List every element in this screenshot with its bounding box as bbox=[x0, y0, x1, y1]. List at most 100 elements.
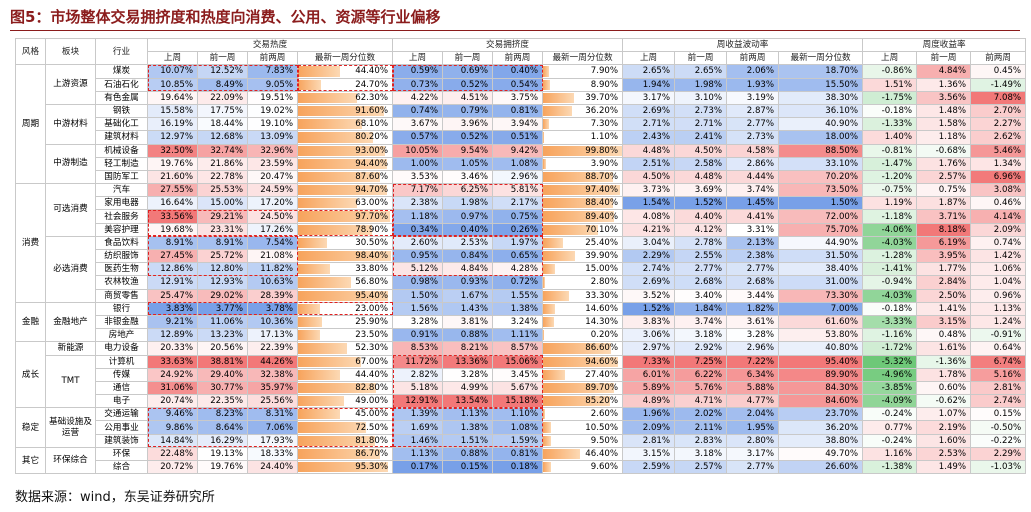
value-cell: 2.38% bbox=[392, 196, 444, 211]
data-row: 中游材料 钢铁 15.58% 17.75% 19.02% 91.60% 0.74% 0.79%… bbox=[16, 103, 1027, 145]
value-cell: 4.58% bbox=[726, 143, 780, 158]
percentile-cell: 97.40% bbox=[542, 183, 624, 198]
column-header: 前两周 bbox=[970, 51, 1027, 66]
group-header: 周度收益率 bbox=[862, 37, 1027, 53]
percentile-bar bbox=[543, 171, 614, 183]
data-row: 建筑材料 12.97% 12.68% 13.09% 80.20% 0.57% 0.52% 0.… bbox=[16, 130, 1027, 145]
value-cell: 4.51% bbox=[442, 90, 494, 105]
value-cell: 2.13% bbox=[726, 235, 780, 251]
percentile-bar bbox=[543, 448, 580, 459]
percentile-bar bbox=[543, 343, 612, 354]
value-cell: 2.09% bbox=[970, 222, 1027, 237]
percentile-bar bbox=[298, 145, 386, 156]
percentile-cell: 9.60% bbox=[542, 459, 624, 475]
sector-cell: 可选消费 bbox=[45, 183, 96, 237]
value-cell: 1.18% bbox=[392, 209, 444, 224]
value-cell: 0.69% bbox=[442, 64, 494, 79]
value-cell: 24.92% bbox=[147, 367, 198, 382]
percentile-bar bbox=[298, 132, 374, 143]
percentile-cell: 97.70% bbox=[296, 209, 394, 224]
value-cell: 2.43% bbox=[622, 130, 676, 145]
value-cell: 2.69% bbox=[622, 275, 676, 290]
cell-value: 93.00% bbox=[355, 145, 389, 156]
value-cell: 23.31% bbox=[197, 222, 248, 237]
percentile-bar bbox=[298, 409, 341, 420]
data-row: 基础化工 16.19% 18.44% 19.10% 68.10% 3.67% 3.96% 3.… bbox=[16, 117, 1027, 132]
data-row: 必选消费 食品饮料 8.91% 8.91% 7.54% 30.50% 2.60% 2.53% 1… bbox=[16, 235, 1027, 303]
value-cell: 5.76% bbox=[674, 380, 728, 396]
cell-value: 85.20% bbox=[585, 396, 619, 407]
value-cell: 20.47% bbox=[247, 169, 298, 185]
value-cell: 73.30% bbox=[778, 288, 864, 303]
value-cell: 0.97% bbox=[442, 209, 494, 224]
value-cell: 44.26% bbox=[247, 354, 298, 369]
cell-value: 67.00% bbox=[355, 356, 389, 367]
industry-cell: 电力设备 bbox=[95, 341, 148, 356]
percentile-bar bbox=[298, 422, 367, 433]
cell-value: 39.70% bbox=[585, 92, 619, 103]
value-cell: 3.46% bbox=[442, 169, 494, 185]
value-cell: 2.58% bbox=[674, 156, 728, 171]
value-cell: 3.17% bbox=[622, 90, 676, 105]
style-cell: 金融 bbox=[15, 301, 46, 343]
percentile-bar bbox=[543, 316, 555, 328]
percentile-bar bbox=[543, 356, 618, 367]
value-cell: 22.39% bbox=[247, 341, 298, 356]
value-cell: 12.80% bbox=[197, 262, 248, 277]
value-cell: 2.73% bbox=[674, 103, 728, 119]
value-cell: 32.38% bbox=[247, 367, 298, 382]
percentile-cell: 8.90% bbox=[542, 77, 624, 92]
cell-value: 14.60% bbox=[585, 303, 619, 314]
percentile-cell: 9.50% bbox=[542, 433, 624, 448]
value-cell: 11.82% bbox=[247, 262, 298, 277]
cell-value: 36.20% bbox=[585, 106, 619, 117]
value-cell: -0.62% bbox=[916, 394, 972, 409]
group-header: 交易拥挤度 bbox=[392, 37, 624, 53]
value-cell: 16.29% bbox=[197, 433, 248, 448]
percentile-cell: 68.10% bbox=[296, 117, 394, 132]
value-cell: -5.32% bbox=[862, 354, 918, 369]
value-cell: 19.76% bbox=[147, 156, 198, 171]
percentile-bar bbox=[543, 237, 564, 248]
column-header: 前两周 bbox=[247, 51, 298, 66]
percentile-cell: 86.70% bbox=[296, 446, 394, 462]
value-cell: 1.69% bbox=[392, 420, 444, 435]
value-cell: 2.71% bbox=[622, 117, 676, 132]
percentile-cell: 33.80% bbox=[296, 262, 394, 277]
percentile-cell: 91.60% bbox=[296, 103, 394, 119]
value-cell: 3.10% bbox=[674, 90, 728, 105]
value-cell: 70.20% bbox=[778, 169, 864, 185]
value-cell: 19.68% bbox=[147, 222, 198, 237]
cell-value: 82.80% bbox=[355, 382, 389, 393]
percentile-bar bbox=[298, 92, 357, 103]
value-cell: -4.09% bbox=[862, 394, 918, 409]
value-cell: -4.03% bbox=[862, 235, 918, 251]
value-cell: 40.90% bbox=[778, 117, 864, 132]
percentile-cell: 72.50% bbox=[296, 420, 394, 435]
value-cell: 1.67% bbox=[442, 288, 494, 303]
value-cell: 8.31% bbox=[247, 407, 298, 422]
value-cell: 2.97% bbox=[622, 341, 676, 356]
value-cell: 3.24% bbox=[492, 314, 544, 330]
data-row: 消费 可选消费 汽车 27.55% 25.53% 24.59% 94.70% 7.17% 6.2… bbox=[15, 183, 1027, 303]
value-cell: 33.56% bbox=[147, 209, 198, 224]
value-cell: 4.50% bbox=[674, 143, 728, 158]
value-cell: 2.96% bbox=[726, 341, 780, 356]
value-cell: 2.65% bbox=[674, 64, 728, 79]
value-cell: 3.28% bbox=[392, 314, 444, 330]
value-cell: 2.60% bbox=[392, 235, 444, 251]
value-cell: 0.52% bbox=[442, 130, 494, 145]
industry-cell: 社会服务 bbox=[95, 209, 148, 224]
value-cell: 4.21% bbox=[622, 222, 676, 237]
percentile-cell: 25.40% bbox=[542, 235, 624, 251]
value-cell: 1.77% bbox=[916, 262, 972, 277]
percentile-bar bbox=[543, 303, 555, 314]
industry-cell: 非银金融 bbox=[95, 314, 148, 330]
percentile-cell: 95.30% bbox=[296, 459, 394, 475]
cell-value: 2.60% bbox=[590, 409, 619, 420]
value-cell: -0.18% bbox=[862, 301, 918, 316]
value-cell: 3.15% bbox=[916, 314, 972, 330]
industry-cell: 医药生物 bbox=[95, 262, 148, 277]
value-cell: 1.84% bbox=[674, 301, 728, 316]
value-cell: 72.00% bbox=[778, 209, 864, 224]
